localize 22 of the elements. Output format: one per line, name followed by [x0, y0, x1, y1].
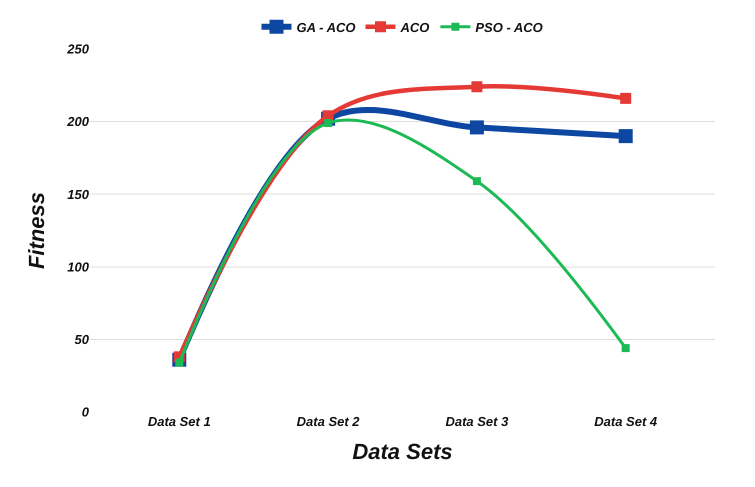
- point: [324, 119, 332, 128]
- y-tick-label: 150: [67, 186, 90, 202]
- point: [472, 177, 481, 186]
- point: [470, 120, 484, 134]
- y-tick-label: 200: [66, 114, 90, 130]
- point: [618, 129, 633, 144]
- y-tick-label: 50: [74, 332, 90, 347]
- point: [471, 81, 482, 92]
- point: [620, 92, 632, 104]
- point: [622, 344, 630, 352]
- x-tick-label: Data Set 4: [594, 414, 658, 429]
- legend-label: PSO - ACO: [475, 20, 543, 35]
- y-axis-title: Fitness: [24, 192, 50, 270]
- x-tick-label: Data Set 1: [148, 414, 211, 429]
- y-tick-label: 0: [82, 404, 90, 420]
- y-tick-label: 100: [67, 259, 90, 274]
- x-axis-title: Data Sets: [352, 438, 453, 464]
- x-tick-label: Data Set 2: [296, 414, 360, 429]
- legend-label: GA - ACO: [296, 20, 356, 35]
- x-tick-label: Data Set 3: [445, 414, 510, 429]
- y-tick-label: 250: [66, 42, 90, 57]
- legend-label: ACO: [399, 20, 430, 35]
